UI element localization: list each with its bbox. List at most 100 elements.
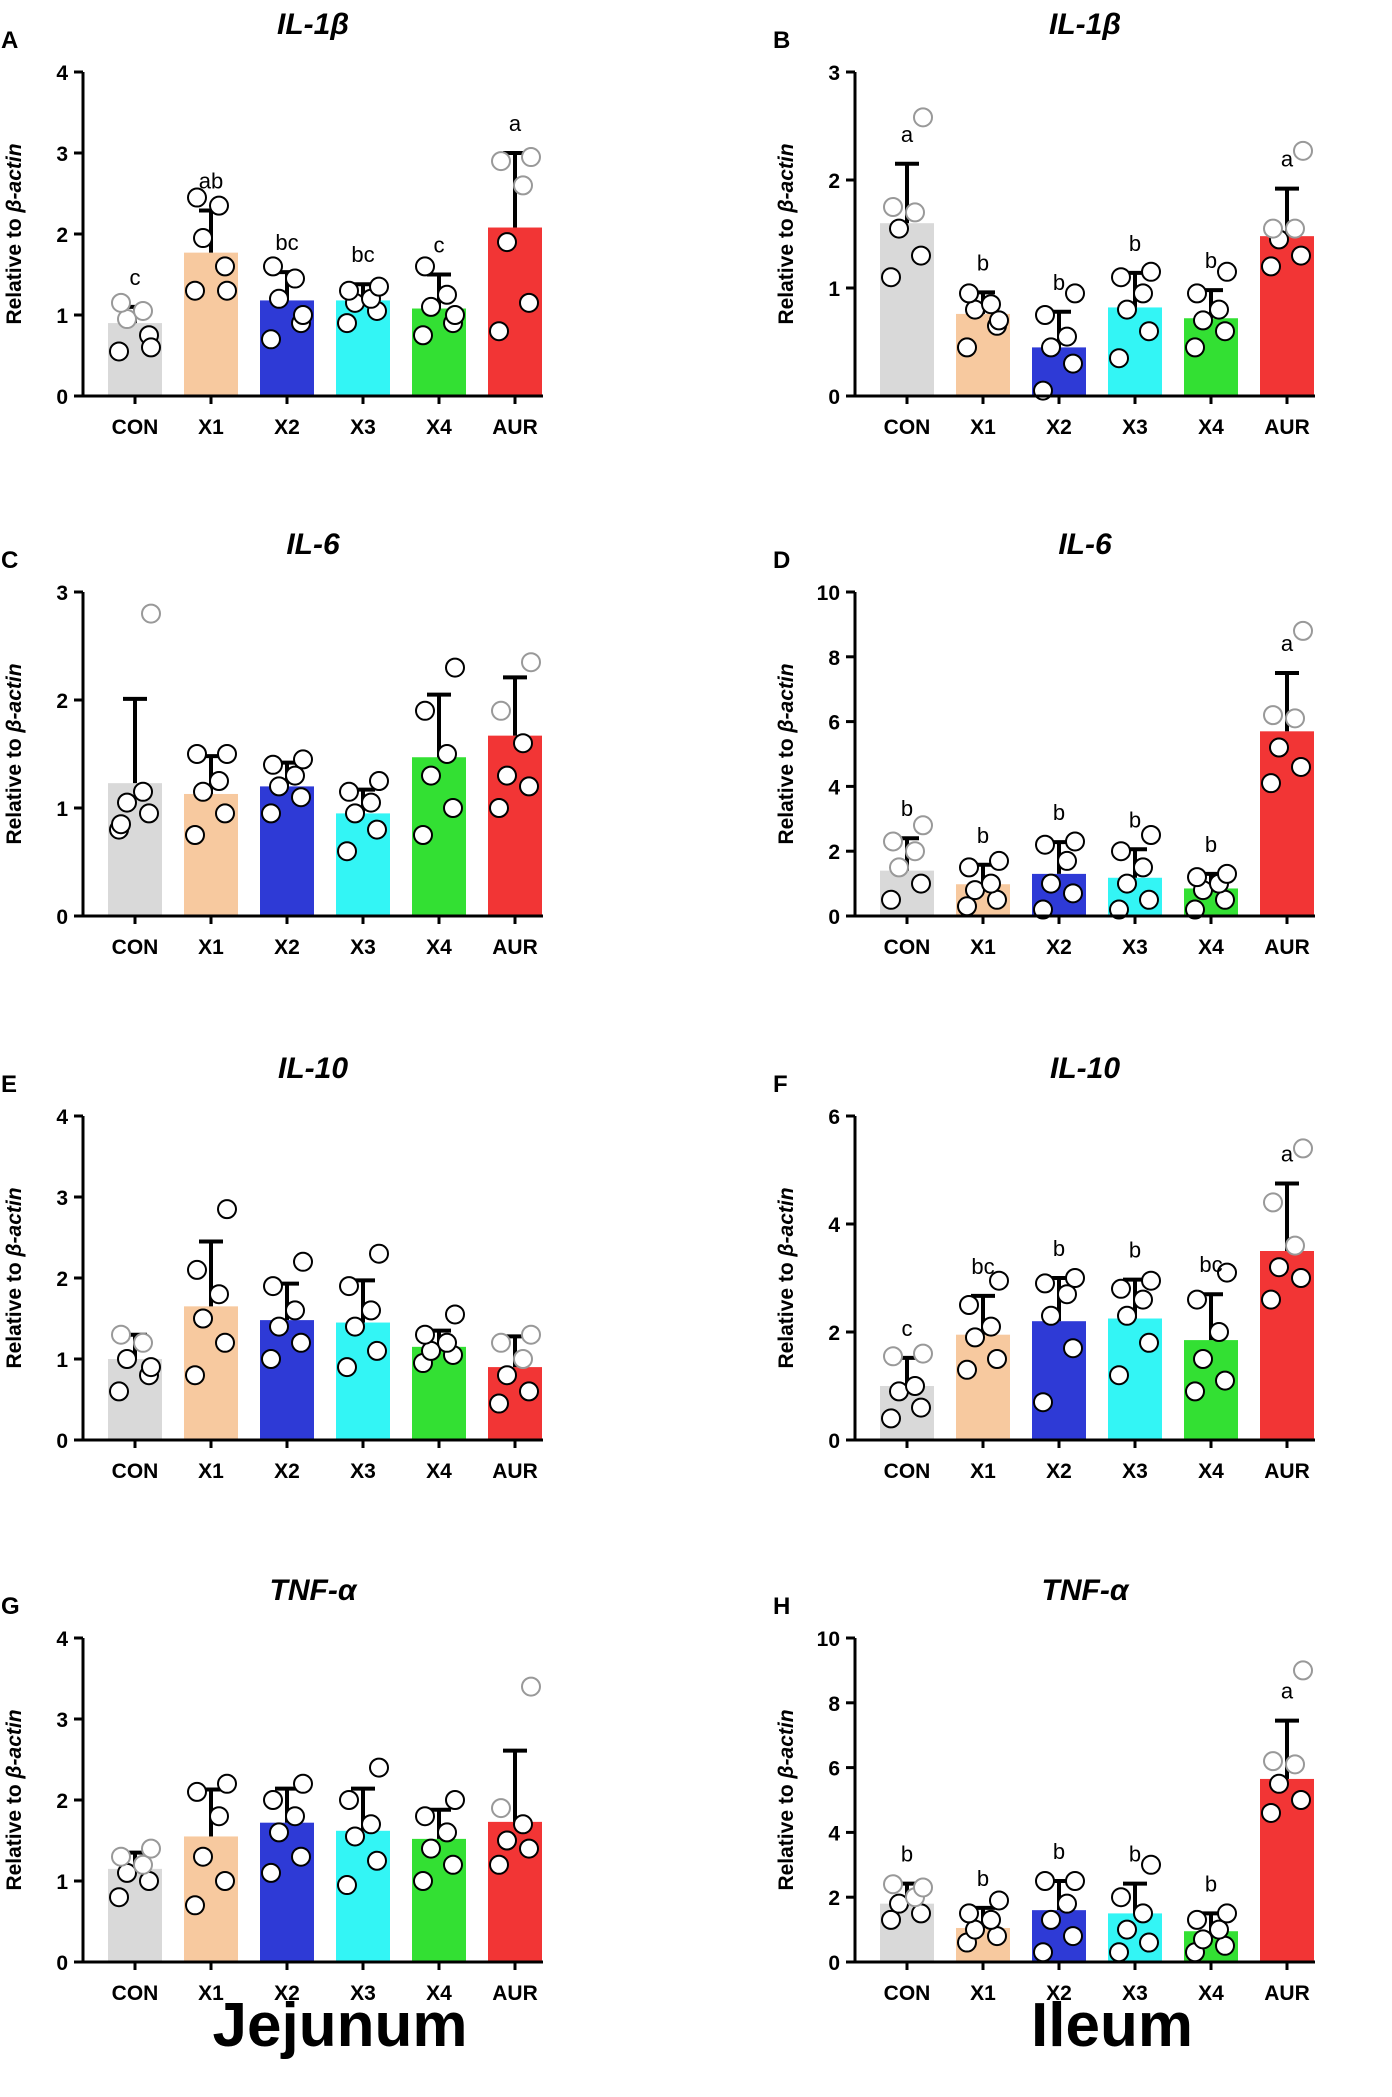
y-tick-label: 4 (56, 62, 68, 85)
data-point (1065, 831, 1085, 852)
data-point (345, 1316, 365, 1337)
y-axis-label-prefix: Relative to (3, 213, 26, 325)
data-point (1057, 326, 1077, 347)
data-point (521, 147, 541, 168)
data-point (263, 1276, 283, 1297)
y-axis-label-prefix: Relative to (3, 1779, 26, 1891)
data-point (261, 1862, 281, 1883)
y-tick-label: 0 (828, 906, 840, 929)
data-point (1263, 1751, 1283, 1772)
data-point (1111, 841, 1131, 862)
data-point (1217, 1262, 1237, 1283)
data-point (881, 1408, 901, 1429)
panel-A: A IL-1β Relative to β-actin 0 1 2 3 4 c CON ab X1 bc… (1, 8, 543, 439)
data-point (369, 771, 389, 791)
x-tick-label: AUR (492, 936, 538, 959)
data-point (1261, 1802, 1281, 1823)
data-point (1057, 1284, 1077, 1305)
data-point (415, 1324, 435, 1345)
data-point (285, 1300, 305, 1321)
x-tick-label: CON (112, 936, 159, 959)
x-tick-label: AUR (1264, 1460, 1310, 1483)
y-axis-label-gene: β-actin (775, 663, 798, 733)
data-point (369, 1243, 389, 1264)
data-point (1141, 261, 1161, 282)
data-point (1109, 899, 1129, 920)
x-tick-label: X2 (1046, 1460, 1072, 1483)
significance-letter: c (130, 265, 141, 290)
y-tick-label: 1 (56, 305, 68, 328)
y-tick-label: 6 (828, 712, 840, 735)
panel-letter: E (1, 1071, 17, 1098)
data-point (1139, 889, 1159, 910)
data-point (217, 280, 237, 301)
bar-AUR (488, 227, 542, 396)
y-axis-label-gene: β-actin (3, 1187, 26, 1257)
x-tick-label: X4 (426, 1460, 452, 1483)
y-tick-label: 4 (56, 1106, 68, 1129)
data-point (415, 1806, 435, 1827)
y-axis-label: Relative to β-actin (775, 663, 798, 844)
x-tick-label: X4 (1198, 1460, 1224, 1483)
bar-X1 (184, 252, 238, 396)
y-tick-label: 2 (828, 841, 840, 864)
panel-H: H TNF-α Relative to β-actin 0 2 4 6 8 10 b CON b X1 b… (773, 1574, 1315, 2005)
data-point (497, 1830, 517, 1851)
y-tick-label: 8 (828, 647, 840, 670)
data-point (293, 1773, 313, 1794)
x-tick-label: X2 (274, 1460, 300, 1483)
x-tick-label: X4 (426, 1982, 452, 2005)
y-tick-label: 2 (56, 224, 68, 247)
data-point (1269, 737, 1289, 758)
x-tick-label: X1 (198, 1460, 224, 1483)
data-point (1111, 1887, 1131, 1908)
data-point (367, 1850, 387, 1871)
data-point (959, 283, 979, 304)
y-tick-label: 0 (56, 906, 68, 929)
significance-letter: a (901, 122, 914, 147)
x-tick-label: CON (112, 1460, 159, 1483)
data-point (981, 294, 1001, 315)
data-point (1185, 1381, 1205, 1402)
y-tick-label: 6 (828, 1758, 840, 1781)
data-point (421, 1838, 441, 1859)
data-point (293, 749, 313, 770)
x-tick-label: X3 (1122, 416, 1148, 439)
data-point (187, 1259, 207, 1280)
x-tick-label: X3 (1122, 936, 1148, 959)
x-tick-label: AUR (492, 1460, 538, 1483)
y-tick-label: 3 (56, 582, 68, 605)
data-point (361, 1300, 381, 1321)
data-point (913, 107, 933, 128)
significance-letter: bc (971, 1254, 994, 1279)
x-tick-label: X3 (350, 416, 376, 439)
data-point (443, 1854, 463, 1875)
data-point (1209, 299, 1229, 320)
significance-letter: b (901, 1842, 913, 1867)
data-point (1185, 899, 1205, 920)
data-point (1109, 1365, 1129, 1386)
y-tick-label: 0 (56, 386, 68, 409)
data-point (989, 310, 1009, 331)
data-point (217, 1773, 237, 1794)
chart-title: IL-1β (1049, 8, 1121, 41)
data-point (291, 1846, 311, 1867)
data-point (1293, 140, 1313, 161)
data-point (1057, 850, 1077, 871)
y-axis-label-gene: β-actin (775, 1187, 798, 1257)
data-point (1117, 1305, 1137, 1326)
data-point (215, 803, 235, 824)
data-point (1193, 1349, 1213, 1369)
data-point (1193, 1929, 1213, 1950)
data-point (1217, 863, 1237, 884)
data-point (1261, 1289, 1281, 1310)
data-point (497, 765, 517, 786)
significance-letter: b (1129, 807, 1141, 832)
data-point (339, 781, 359, 802)
data-point (263, 256, 283, 277)
data-point (965, 1327, 985, 1348)
x-tick-label: X1 (198, 1982, 224, 2005)
x-tick-label: AUR (492, 1982, 538, 2005)
x-tick-label: AUR (1264, 1982, 1310, 2005)
